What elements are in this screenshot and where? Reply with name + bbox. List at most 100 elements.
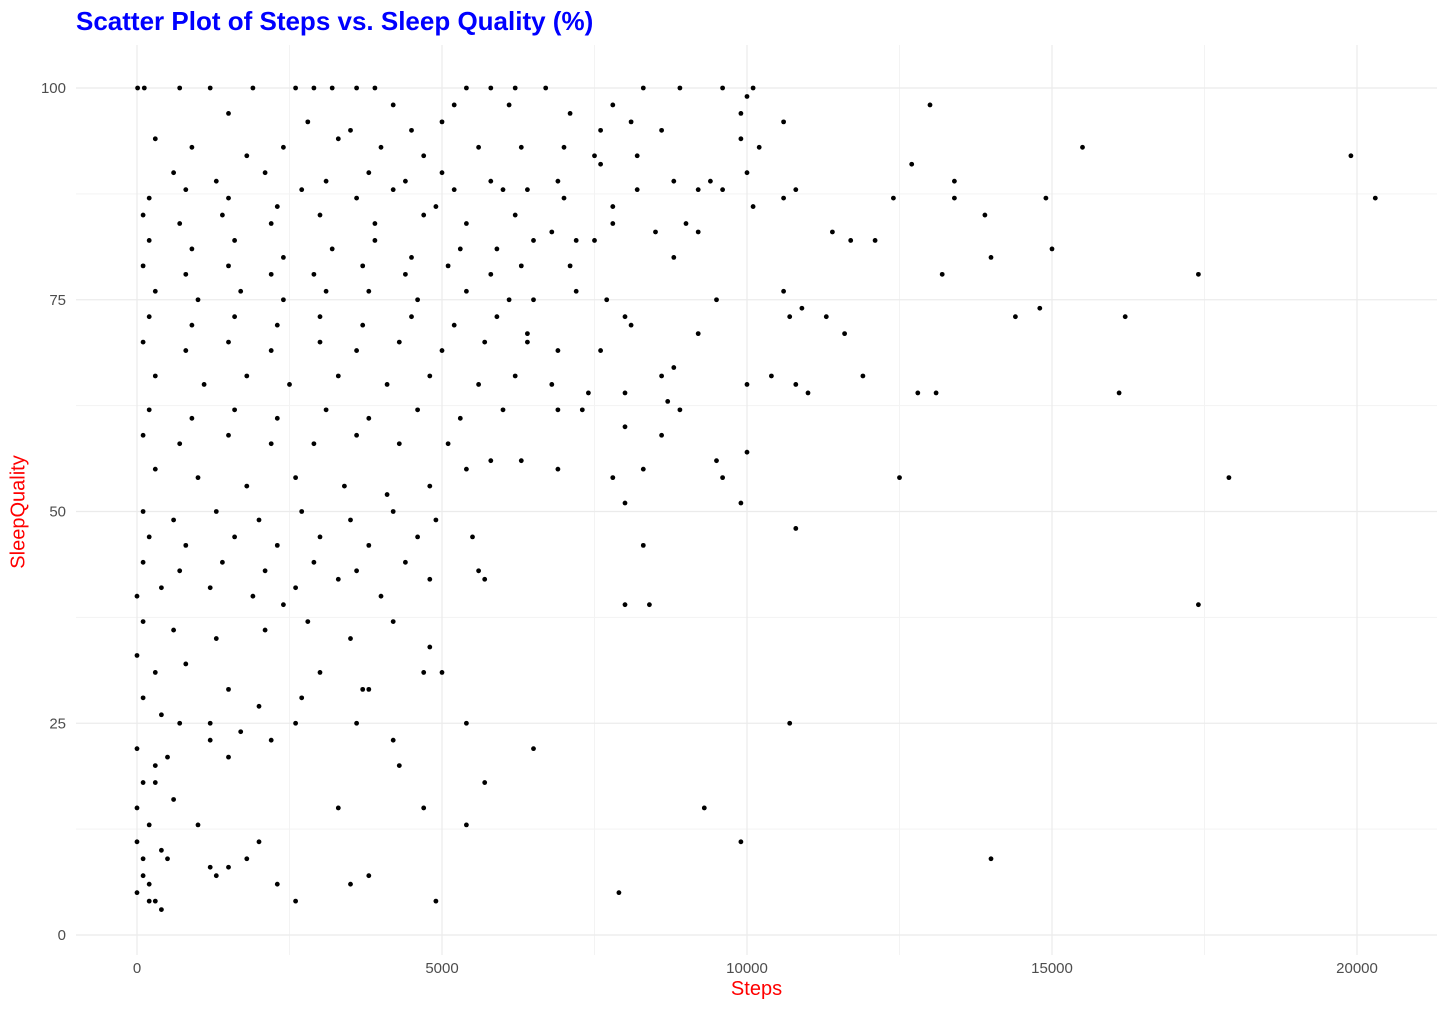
data-point — [366, 170, 372, 176]
data-point — [464, 288, 469, 294]
data-point — [329, 85, 335, 91]
data-point — [244, 483, 250, 489]
data-point — [207, 864, 213, 870]
data-point — [622, 314, 628, 320]
data-point — [195, 822, 201, 828]
data-point — [695, 187, 701, 193]
y-tick-label: 25 — [49, 715, 66, 732]
data-point — [189, 246, 195, 252]
data-point — [952, 195, 957, 201]
data-point — [488, 85, 494, 91]
data-point — [464, 822, 469, 828]
data-point — [232, 314, 238, 320]
data-point — [146, 238, 152, 243]
data-point — [512, 373, 518, 379]
data-point — [433, 204, 439, 209]
data-point — [281, 255, 286, 260]
data-point — [1226, 475, 1232, 481]
data-point — [268, 441, 274, 447]
data-point — [464, 466, 469, 472]
data-point — [842, 331, 847, 337]
data-point — [952, 178, 957, 184]
data-point — [152, 136, 158, 142]
data-point — [140, 695, 146, 701]
data-point — [488, 271, 494, 277]
data-point — [213, 178, 219, 184]
data-point — [134, 805, 140, 811]
data-point — [311, 441, 317, 447]
data-point — [598, 348, 603, 353]
data-point — [305, 119, 311, 125]
data-point — [140, 873, 146, 879]
data-point — [531, 297, 536, 303]
data-point — [213, 873, 219, 879]
data-point — [714, 458, 719, 464]
y-ticks: 0 25 50 75 100 — [41, 80, 66, 944]
data-point — [750, 85, 756, 91]
data-point — [293, 585, 298, 591]
data-point — [390, 509, 396, 514]
data-point — [342, 483, 347, 489]
data-point — [421, 670, 427, 675]
data-point — [238, 729, 244, 735]
data-point — [244, 373, 250, 379]
data-point — [152, 288, 158, 294]
data-point — [500, 187, 506, 193]
data-point — [628, 322, 634, 328]
data-point — [598, 161, 603, 167]
x-tick-label: 15000 — [1031, 960, 1073, 977]
data-point — [659, 432, 664, 438]
data-point — [299, 187, 305, 193]
data-point — [274, 542, 280, 548]
data-point — [354, 720, 359, 726]
data-point — [281, 144, 286, 150]
data-point — [366, 873, 372, 879]
data-point — [433, 898, 439, 904]
data-point — [135, 85, 141, 91]
data-point — [305, 619, 311, 625]
data-point — [220, 559, 225, 565]
data-point — [439, 670, 445, 675]
data-point — [268, 271, 274, 277]
data-point — [561, 195, 567, 201]
data-point — [171, 517, 177, 523]
data-point — [567, 111, 573, 116]
data-point — [415, 534, 420, 540]
data-point — [457, 415, 463, 421]
data-point — [573, 288, 579, 294]
data-point — [256, 517, 262, 523]
data-point — [909, 161, 915, 167]
data-point — [427, 373, 433, 379]
data-point — [647, 602, 652, 608]
x-tick-label: 10000 — [726, 960, 768, 977]
data-point — [152, 780, 158, 785]
data-point — [195, 297, 201, 303]
data-point — [701, 805, 707, 811]
data-point — [207, 737, 213, 743]
x-ticks: 0 5000 10000 15000 20000 — [133, 960, 1378, 977]
data-point — [671, 365, 677, 370]
data-point — [293, 898, 298, 904]
data-point — [262, 568, 268, 574]
data-point — [409, 127, 414, 133]
data-point — [744, 94, 750, 99]
data-point — [323, 288, 329, 294]
data-point — [293, 475, 298, 481]
data-point — [714, 297, 719, 303]
data-point — [464, 221, 469, 226]
data-point — [750, 204, 756, 209]
data-point — [177, 85, 183, 91]
data-point — [183, 348, 189, 353]
data-point — [140, 780, 146, 785]
data-point — [189, 144, 195, 150]
data-point — [482, 780, 488, 785]
data-point — [396, 441, 402, 447]
data-point — [421, 212, 427, 218]
data-point — [281, 602, 286, 608]
data-point — [781, 288, 786, 294]
data-point — [159, 907, 164, 912]
data-point — [140, 263, 146, 269]
data-point — [372, 221, 378, 226]
data-point — [628, 119, 634, 125]
data-point — [738, 839, 744, 845]
